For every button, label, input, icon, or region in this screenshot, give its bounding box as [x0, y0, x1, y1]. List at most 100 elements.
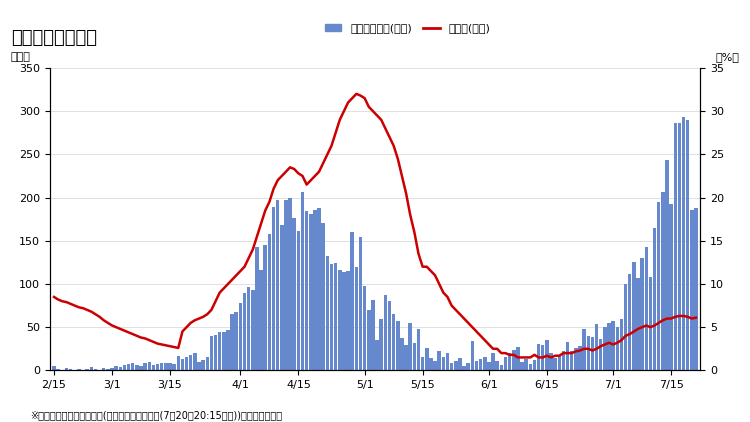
Bar: [611, 321, 615, 371]
Bar: [338, 270, 341, 371]
Bar: [172, 364, 176, 371]
Bar: [346, 271, 350, 371]
Bar: [504, 357, 507, 371]
Bar: [334, 263, 338, 371]
Bar: [388, 301, 392, 371]
Bar: [280, 225, 284, 371]
Bar: [61, 370, 64, 371]
Bar: [181, 359, 184, 371]
Bar: [458, 358, 462, 371]
Bar: [529, 364, 532, 371]
Bar: [260, 270, 262, 371]
Bar: [549, 353, 553, 371]
Bar: [127, 364, 130, 371]
Bar: [98, 370, 101, 371]
Bar: [284, 200, 288, 371]
Bar: [106, 369, 109, 371]
Text: （%）: （%）: [716, 52, 740, 62]
Bar: [462, 366, 466, 371]
Bar: [81, 370, 85, 371]
Bar: [86, 369, 89, 371]
Bar: [77, 369, 81, 371]
Bar: [358, 237, 362, 371]
Bar: [367, 310, 370, 371]
Bar: [586, 336, 590, 371]
Bar: [226, 330, 230, 371]
Bar: [247, 287, 250, 371]
Bar: [301, 192, 304, 371]
Bar: [305, 211, 308, 371]
Bar: [380, 319, 383, 371]
Bar: [512, 350, 515, 371]
Bar: [288, 197, 292, 371]
Bar: [148, 362, 151, 371]
Bar: [437, 352, 441, 371]
Bar: [268, 234, 272, 371]
Bar: [433, 361, 436, 371]
Bar: [123, 365, 126, 371]
Bar: [578, 346, 582, 371]
Bar: [595, 324, 598, 371]
Bar: [562, 352, 566, 371]
Bar: [118, 367, 122, 371]
Bar: [475, 361, 478, 371]
Bar: [94, 369, 98, 371]
Bar: [421, 357, 424, 371]
Bar: [545, 340, 549, 371]
Bar: [396, 321, 400, 371]
Bar: [554, 358, 557, 371]
Bar: [524, 359, 528, 371]
Bar: [222, 332, 226, 371]
Bar: [102, 368, 106, 371]
Bar: [371, 300, 375, 371]
Bar: [392, 314, 395, 371]
Bar: [263, 245, 267, 371]
Bar: [541, 345, 544, 371]
Bar: [143, 362, 147, 371]
Bar: [409, 323, 412, 371]
Bar: [483, 357, 487, 371]
Bar: [251, 290, 254, 371]
Bar: [425, 348, 428, 371]
Bar: [330, 264, 333, 371]
Bar: [661, 192, 664, 371]
Bar: [454, 361, 458, 371]
Bar: [537, 344, 540, 371]
Bar: [235, 311, 238, 371]
Bar: [442, 357, 445, 371]
Bar: [532, 360, 536, 371]
Bar: [694, 208, 698, 371]
Bar: [640, 258, 644, 371]
Bar: [383, 295, 387, 371]
Bar: [176, 356, 180, 371]
Bar: [168, 362, 172, 371]
Bar: [603, 327, 607, 371]
Bar: [624, 284, 627, 371]
Bar: [115, 366, 118, 371]
Bar: [201, 360, 205, 371]
Bar: [164, 363, 167, 371]
Bar: [599, 339, 602, 371]
Bar: [674, 123, 677, 371]
Bar: [350, 232, 354, 371]
Bar: [446, 353, 449, 371]
Bar: [520, 362, 524, 371]
Bar: [608, 323, 610, 371]
Bar: [450, 363, 454, 371]
Bar: [189, 355, 193, 371]
Bar: [197, 362, 201, 371]
Bar: [255, 247, 259, 371]
Bar: [326, 256, 329, 371]
Bar: [478, 359, 482, 371]
Bar: [160, 363, 164, 371]
Bar: [309, 214, 313, 371]
Bar: [131, 363, 134, 371]
Bar: [496, 361, 499, 371]
Bar: [296, 231, 300, 371]
Bar: [488, 362, 490, 371]
Bar: [238, 303, 242, 371]
Bar: [292, 218, 296, 371]
Bar: [570, 351, 574, 371]
Bar: [429, 358, 433, 371]
Bar: [470, 341, 474, 371]
